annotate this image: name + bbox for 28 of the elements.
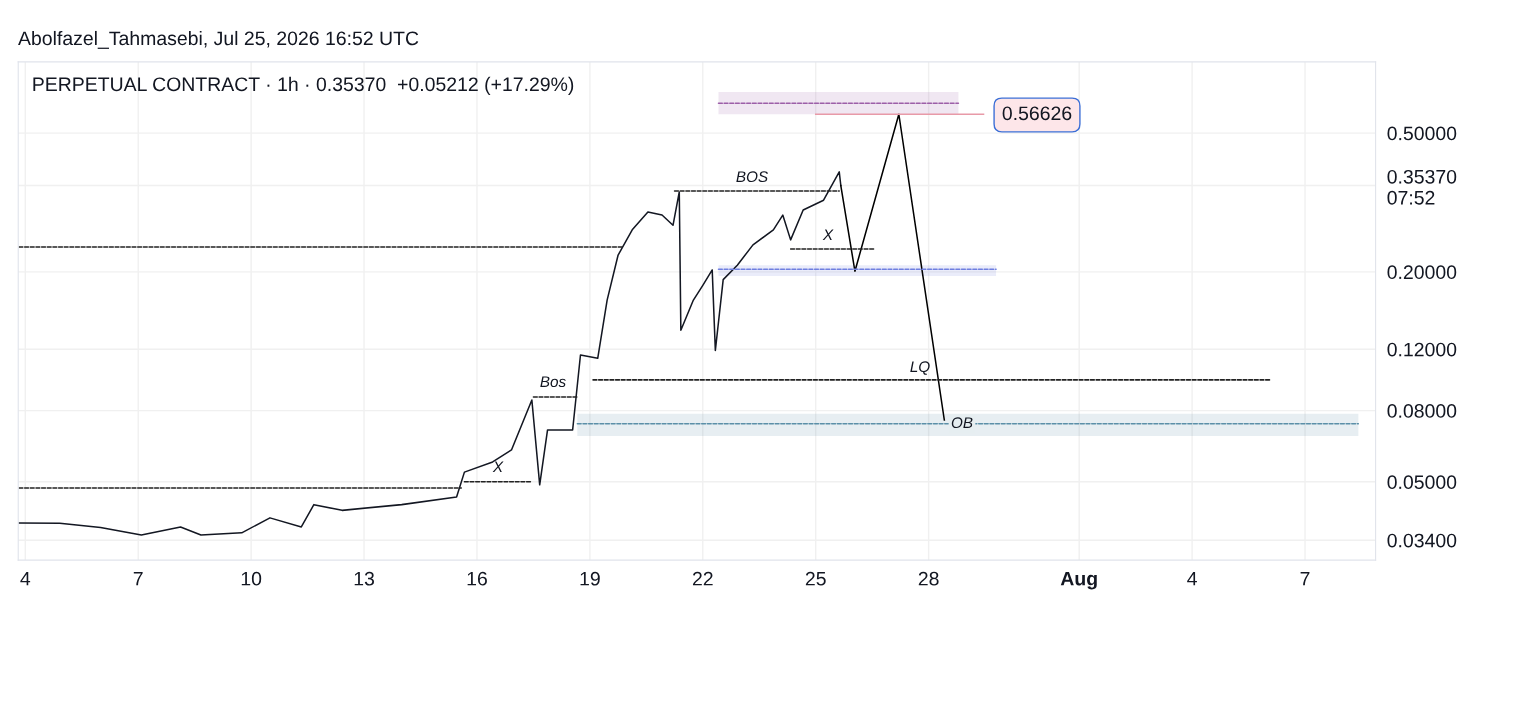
y-tick-label: 0.20000 — [1387, 265, 1457, 280]
y-tick-label: 0.12000 — [1387, 342, 1457, 357]
x-tick-label: 28 — [918, 571, 939, 586]
y-tick-label: 0.08000 — [1387, 404, 1457, 418]
y-tick-label: 0.05000 — [1387, 475, 1457, 490]
annotation: 0.56626 — [1002, 106, 1072, 121]
x-tick-label: 19 — [580, 571, 600, 586]
x-tick-label: 4 — [1187, 571, 1197, 586]
x-tick-label: 16 — [467, 571, 487, 586]
annotation: OB — [951, 417, 973, 429]
y-tick-label: 0.35370 07:52 — [1387, 169, 1457, 205]
x-tick-label: 4 — [20, 571, 31, 586]
x-tick-label: Aug — [1060, 571, 1097, 590]
y-tick-label: 0.03400 — [1387, 533, 1457, 548]
annotation: BOS — [736, 171, 768, 183]
x-tick-label: 25 — [805, 571, 826, 586]
annotation: X — [492, 461, 504, 472]
annotation: LQ — [910, 361, 930, 375]
text: Abolfazel_Tahmasebi, Jul 25, 2026 16:52 UTC — [18, 30, 419, 49]
x-tick-label: 10 — [241, 571, 262, 586]
x-tick-label: 22 — [692, 571, 713, 586]
annotation: Bos — [540, 376, 566, 388]
x-tick-label: 7 — [1300, 571, 1310, 586]
x-tick-label: 7 — [133, 571, 143, 586]
text: PERPETUAL CONTRACT · 1h · 0.35370 +0.05212 (+17.29%) — [33, 76, 574, 95]
annotation: X — [822, 229, 834, 240]
y-tick-label: 0.50000 — [1387, 126, 1457, 141]
x-tick-label: 13 — [354, 571, 375, 586]
